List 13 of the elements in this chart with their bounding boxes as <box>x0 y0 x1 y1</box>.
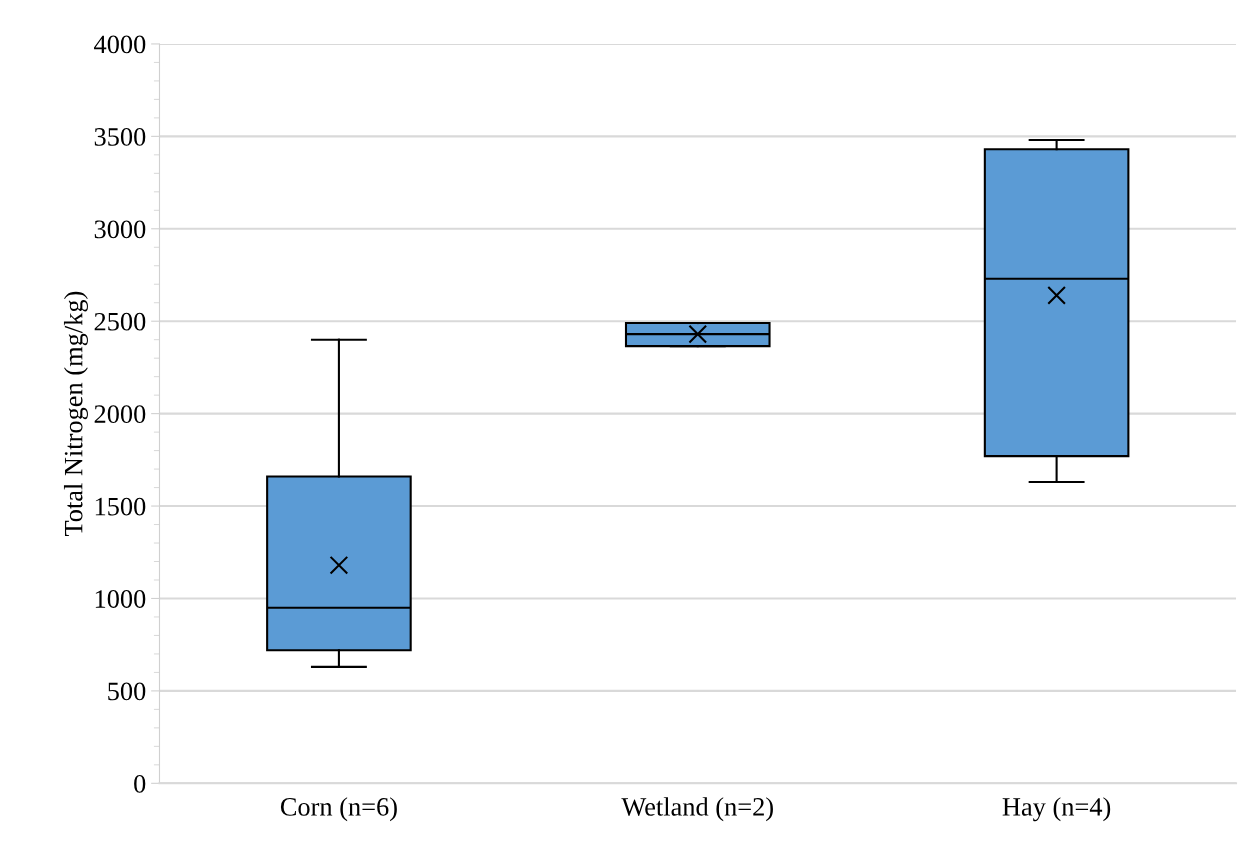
y-tick-label: 3500 <box>94 127 146 146</box>
y-tick-label: 4000 <box>94 35 146 54</box>
y-tick-label: 2500 <box>94 312 146 331</box>
y-tick-label: 500 <box>108 682 146 701</box>
y-tick-label: 2000 <box>94 405 146 424</box>
y-axis-title: Total Nitrogen (mg/kg) <box>63 291 88 537</box>
y-tick-label: 1500 <box>95 497 146 516</box>
y-tick-label: 1000 <box>95 590 146 608</box>
x-tick-label: Wetland (n=2) <box>621 797 773 822</box>
y-tick-label: 3000 <box>94 220 146 239</box>
x-tick-label: Corn (n=6) <box>280 797 397 822</box>
y-tick-label: 0 <box>134 774 146 793</box>
x-tick-label: Hay (n=4) <box>1002 797 1111 822</box>
